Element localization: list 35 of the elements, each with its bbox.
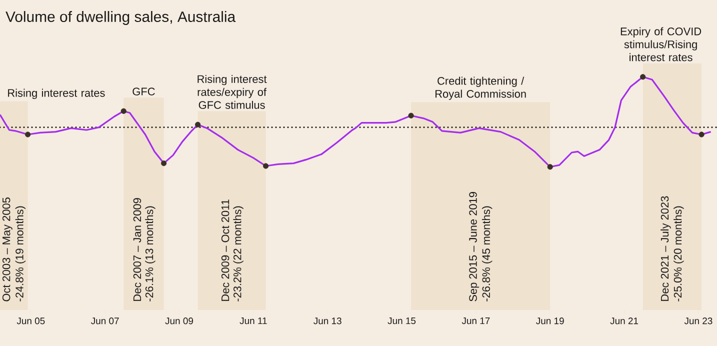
text: Oct 2003 – May 2005 xyxy=(2,198,12,302)
band-label: Credit tightening / Royal Commission xyxy=(436,76,526,100)
point xyxy=(120,108,126,114)
x-tick-label: Jun 17 xyxy=(462,318,490,324)
x-tick-label: Jun 13 xyxy=(314,318,342,324)
point xyxy=(161,160,167,166)
x-tick-label: Jun 21 xyxy=(610,318,638,324)
point xyxy=(25,132,31,138)
band-label: GFC xyxy=(132,88,155,96)
text: -26.8% (45 months) xyxy=(482,206,492,302)
x-tick-label: Jun 11 xyxy=(240,318,267,324)
text: Dec 2007 – Jan 2009 xyxy=(133,198,142,301)
chart-title: Volume of dwelling sales, Australia xyxy=(6,11,236,25)
x-tick-label: Jun 09 xyxy=(165,318,193,324)
x-tick-label: Jun 19 xyxy=(536,318,564,324)
point xyxy=(698,132,704,138)
text: Dec 2021 – July 2023 xyxy=(660,196,671,301)
band-label: Rising interest rates/expiry of GFC stimulus xyxy=(198,74,267,109)
text: -24.8% (19 months) xyxy=(15,206,26,302)
x-tick-label: Jun 05 xyxy=(16,318,45,324)
point xyxy=(194,122,201,128)
point xyxy=(408,112,414,118)
text: Dec 2009 – Oct 2011 xyxy=(221,200,230,301)
point xyxy=(547,164,553,170)
text: -26.1% (13 months) xyxy=(145,206,156,302)
text: -25.0% (20 months) xyxy=(674,206,684,302)
point xyxy=(640,74,646,80)
band-label: Expiry of COVID stimulus/Rising interest rates xyxy=(620,27,702,62)
x-tick-label: Jun 15 xyxy=(388,318,416,324)
text: Sep 2015 – June 2019 xyxy=(469,192,480,302)
text: -23.2% (22 months) xyxy=(233,206,244,302)
x-tick-label: Jun 07 xyxy=(91,318,119,324)
x-tick-label: Jun 23 xyxy=(684,318,712,324)
band-label: Rising interest rates xyxy=(8,88,105,99)
point xyxy=(262,163,269,169)
